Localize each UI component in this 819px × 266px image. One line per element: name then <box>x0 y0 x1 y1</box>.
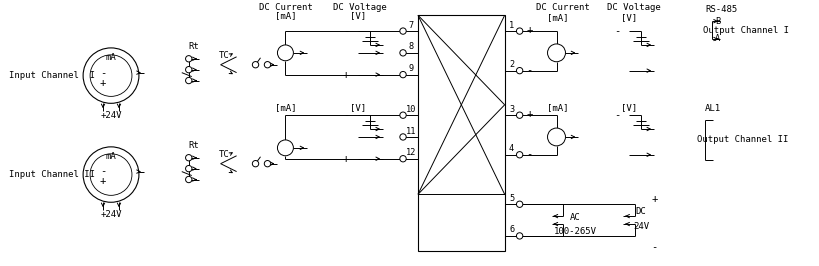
Text: -: - <box>650 242 657 252</box>
Text: 3: 3 <box>509 105 514 114</box>
Circle shape <box>516 68 523 74</box>
Text: +: + <box>100 176 106 186</box>
Text: +24V: +24V <box>100 111 121 120</box>
Text: A: A <box>714 35 719 44</box>
Text: DC Current: DC Current <box>258 3 312 12</box>
Circle shape <box>277 140 293 156</box>
Text: -: - <box>526 149 532 159</box>
Text: -: - <box>526 65 532 75</box>
Text: 11: 11 <box>405 127 416 135</box>
Circle shape <box>83 48 138 103</box>
Text: -: - <box>613 26 619 36</box>
Circle shape <box>185 176 192 183</box>
Text: 6: 6 <box>509 226 514 234</box>
Text: [V]: [V] <box>350 11 366 20</box>
Text: [mA]: [mA] <box>546 103 568 112</box>
Circle shape <box>516 152 523 158</box>
Text: 2: 2 <box>509 60 514 69</box>
Text: +: + <box>526 109 532 119</box>
Text: Input Channel II: Input Channel II <box>9 170 95 179</box>
Text: Output Channel I: Output Channel I <box>702 26 788 35</box>
Text: DC Current: DC Current <box>535 3 589 12</box>
Circle shape <box>516 28 523 34</box>
Circle shape <box>277 45 293 61</box>
Circle shape <box>547 44 565 62</box>
Text: Output Channel II: Output Channel II <box>696 135 788 144</box>
Text: Rt: Rt <box>188 141 199 150</box>
Text: [mA]: [mA] <box>274 11 296 20</box>
Text: [V]: [V] <box>621 13 636 22</box>
Text: [V]: [V] <box>621 103 636 112</box>
Text: +24V: +24V <box>100 210 121 219</box>
Circle shape <box>90 55 132 96</box>
Circle shape <box>185 155 192 161</box>
Circle shape <box>400 72 405 78</box>
Text: 5: 5 <box>509 194 514 203</box>
Circle shape <box>252 160 259 167</box>
Text: [V]: [V] <box>350 103 366 112</box>
Text: +: + <box>650 194 657 204</box>
Text: AL1: AL1 <box>704 104 720 113</box>
Circle shape <box>400 156 405 162</box>
Text: 4: 4 <box>509 144 514 153</box>
Text: TC: TC <box>219 51 229 60</box>
Text: [mA]: [mA] <box>274 103 296 112</box>
Circle shape <box>400 112 405 118</box>
Text: -: - <box>100 68 106 78</box>
Text: 8: 8 <box>408 42 413 51</box>
Text: DC Voltage: DC Voltage <box>607 3 660 12</box>
Circle shape <box>516 201 523 207</box>
Text: AC: AC <box>569 213 580 222</box>
Text: 1: 1 <box>509 21 514 30</box>
Circle shape <box>516 112 523 118</box>
Circle shape <box>185 165 192 172</box>
Circle shape <box>547 128 565 146</box>
Circle shape <box>90 154 132 195</box>
Text: Rt: Rt <box>188 42 199 51</box>
Text: [mA]: [mA] <box>546 13 568 22</box>
Circle shape <box>185 66 192 73</box>
Text: -: - <box>613 110 619 120</box>
Text: TC: TC <box>219 150 229 159</box>
Text: 9: 9 <box>408 64 413 73</box>
Text: mA: mA <box>106 152 116 161</box>
Circle shape <box>264 160 270 167</box>
Text: B: B <box>714 17 719 26</box>
Text: -: - <box>342 26 349 36</box>
Circle shape <box>264 61 270 68</box>
Text: Input Channel  I: Input Channel I <box>9 71 95 80</box>
Text: RS-485: RS-485 <box>704 5 736 14</box>
Circle shape <box>400 28 405 34</box>
Text: DC: DC <box>635 207 646 216</box>
Text: -: - <box>342 110 349 120</box>
Circle shape <box>185 56 192 62</box>
Text: 24V: 24V <box>632 222 649 231</box>
Text: DC Voltage: DC Voltage <box>333 3 387 12</box>
Text: +: + <box>526 25 532 35</box>
Circle shape <box>400 134 405 140</box>
Circle shape <box>185 77 192 84</box>
Circle shape <box>252 61 259 68</box>
Text: 7: 7 <box>408 21 413 30</box>
Text: +: + <box>100 77 106 88</box>
Circle shape <box>83 147 138 202</box>
Circle shape <box>516 233 523 239</box>
Circle shape <box>400 50 405 56</box>
Text: -: - <box>100 167 106 177</box>
Text: 100-265V: 100-265V <box>554 227 596 236</box>
Text: +: + <box>342 154 349 164</box>
Text: mA: mA <box>106 53 116 62</box>
Text: 10: 10 <box>405 105 416 114</box>
Text: +: + <box>342 70 349 80</box>
Bar <box>418 15 504 251</box>
Text: 12: 12 <box>405 148 416 157</box>
